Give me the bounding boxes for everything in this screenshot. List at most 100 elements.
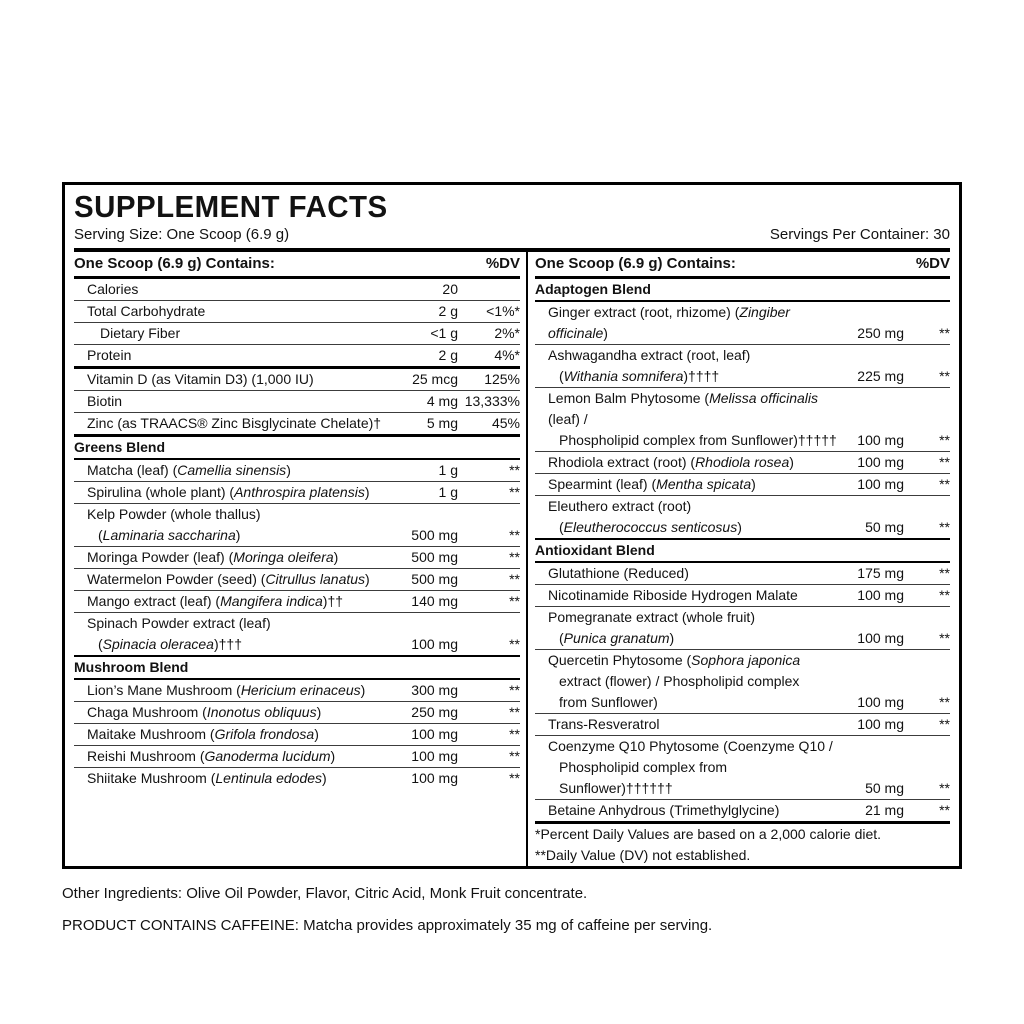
ingredient-row: Kelp Powder (whole thallus) (Laminaria sa…: [74, 503, 520, 546]
dv-header: %DV: [485, 255, 520, 272]
ingredient-name: Reishi Mushroom (Ganoderma lucidum): [87, 748, 336, 764]
ingredient-name: Watermelon Powder (seed) (Citrullus lana…: [87, 571, 370, 587]
ingredient-name: Betaine Anhydrous (Trimethylglycine): [548, 802, 780, 818]
amount-value: 100 mg: [857, 454, 904, 470]
amount-value: <1 g: [430, 325, 458, 341]
dv-value: **: [939, 565, 950, 581]
ingredient-row: Matcha (leaf) (Camellia sinensis) 1 g **: [74, 458, 520, 481]
dv-value: **: [939, 802, 950, 818]
amount-value: 25 mcg: [412, 371, 458, 387]
dv-value: **: [509, 549, 520, 565]
servings-per-container: Servings Per Container: 30: [769, 226, 950, 243]
ingredient-name: Spinach Powder extract (leaf) (Spinacia o…: [87, 615, 271, 652]
dv-value: <1%*: [486, 303, 520, 319]
ingredient-name: Protein: [87, 347, 132, 363]
dv-value: **: [939, 716, 950, 732]
dv-value: **: [939, 587, 950, 603]
amount-value: 5 mg: [426, 415, 458, 431]
amount-value: 20: [442, 281, 458, 297]
dv-value: **: [509, 462, 520, 478]
footnote: *Percent Daily Values are based on a 2,0…: [535, 821, 950, 845]
amount-value: 50 mg: [865, 519, 904, 535]
column-divider: [526, 252, 528, 866]
amount-value: 2 g: [438, 347, 458, 363]
ingredient-name: Pomegranate extract (whole fruit) (Punica…: [548, 609, 755, 646]
column-header-row: One Scoop (6.9 g) Contains: %DV: [74, 252, 520, 279]
column-header-row: One Scoop (6.9 g) Contains: %DV: [535, 252, 950, 279]
dv-value: **: [509, 484, 520, 500]
ingredient-name: Coenzyme Q10 Phytosome (Coenzyme Q10 /Ph…: [548, 738, 833, 796]
amount-value: 175 mg: [857, 565, 904, 581]
amount-value: 225 mg: [857, 368, 904, 384]
amount-value: 2 g: [438, 303, 458, 319]
ingredient-name: Greens Blend: [74, 439, 166, 455]
dv-value: **: [939, 630, 950, 646]
ingredient-row: Lemon Balm Phytosome (Melissa officinali…: [535, 387, 950, 451]
ingredient-row: Glutathione (Reduced) 175 mg **: [535, 561, 950, 584]
ingredient-row: Betaine Anhydrous (Trimethylglycine) 21 m…: [535, 799, 950, 821]
dv-value: **: [509, 636, 520, 652]
ingredient-name: Dietary Fiber: [100, 325, 181, 341]
blend-header: Adaptogen Blend: [535, 279, 950, 300]
ingredient-row: Ginger extract (root, rhizome) (Zingiber…: [535, 300, 950, 344]
ingredient-name: Biotin: [87, 393, 123, 409]
amount-value: 21 mg: [865, 802, 904, 818]
ingredient-name: Moringa Powder (leaf) (Moringa oleifera): [87, 549, 339, 565]
ingredient-row: Spirulina (whole plant) (Anthrospira pla…: [74, 481, 520, 503]
ingredient-row: Calories 20: [74, 279, 520, 300]
ingredient-row: Dietary Fiber <1 g 2%*: [74, 322, 520, 344]
ingredient-rows-left: Calories 20 Total Carbohydrate 2 g <1%* Dieta…: [74, 279, 520, 789]
dv-value: **: [939, 325, 950, 341]
dv-value: 4%*: [494, 347, 520, 363]
ingredient-row: Shiitake Mushroom (Lentinula edodes) 100 …: [74, 767, 520, 789]
ingredient-row: Nicotinamide Riboside Hydrogen Malate 100…: [535, 584, 950, 606]
amount-value: 100 mg: [857, 694, 904, 710]
ingredient-row: Trans-Resveratrol 100 mg **: [535, 713, 950, 735]
ingredient-name: Chaga Mushroom (Inonotus obliquus): [87, 704, 322, 720]
blend-header: Greens Blend: [74, 434, 520, 458]
dv-value: **: [939, 780, 950, 796]
ingredient-name: Adaptogen Blend: [535, 281, 651, 297]
amount-value: 140 mg: [411, 593, 458, 609]
ingredient-name: **Daily Value (DV) not established.: [535, 847, 751, 863]
ingredient-row: Coenzyme Q10 Phytosome (Coenzyme Q10 /Ph…: [535, 735, 950, 799]
amount-value: 1 g: [438, 484, 458, 500]
amount-value: 100 mg: [857, 716, 904, 732]
ingredient-rows-right: Adaptogen Blend Ginger extract (root, rhi…: [535, 279, 950, 866]
amount-value: 100 mg: [857, 432, 904, 448]
dv-value: **: [509, 593, 520, 609]
ingredient-name: Ashwagandha extract (root, leaf) (Withani…: [548, 347, 751, 384]
dv-value: **: [509, 571, 520, 587]
ingredient-name: Lion’s Mane Mushroom (Hericium erinaceus…: [87, 682, 366, 698]
ingredient-row: Protein 2 g 4%*: [74, 344, 520, 366]
footnote: **Daily Value (DV) not established.: [535, 845, 950, 866]
dv-value: **: [509, 726, 520, 742]
ingredient-name: Glutathione (Reduced): [548, 565, 689, 581]
ingredient-row: Rhodiola extract (root) (Rhodiola rosea)…: [535, 451, 950, 473]
column-header-label: One Scoop (6.9 g) Contains:: [535, 255, 736, 272]
ingredient-name: Antioxidant Blend: [535, 542, 655, 558]
dv-value: 45%: [491, 415, 520, 431]
ingredient-row: Mango extract (leaf) (Mangifera indica)†…: [74, 590, 520, 612]
ingredient-row: Total Carbohydrate 2 g <1%*: [74, 300, 520, 322]
amount-value: 100 mg: [857, 630, 904, 646]
dv-value: **: [509, 748, 520, 764]
blend-header: Mushroom Blend: [74, 655, 520, 678]
amount-value: 100 mg: [411, 770, 458, 786]
dv-value: **: [939, 694, 950, 710]
dv-value: **: [939, 519, 950, 535]
dv-value: **: [509, 682, 520, 698]
dv-value: **: [939, 432, 950, 448]
dv-value: 13,333%: [464, 393, 520, 409]
facts-column-left: One Scoop (6.9 g) Contains: %DV Calories…: [74, 252, 526, 866]
facts-columns: One Scoop (6.9 g) Contains: %DV Calories…: [74, 248, 950, 866]
dv-value: **: [509, 527, 520, 543]
ingredient-row: Vitamin D (as Vitamin D3) (1,000 IU) 25 m…: [74, 366, 520, 390]
ingredient-row: Ashwagandha extract (root, leaf) (Withani…: [535, 344, 950, 387]
amount-value: 4 mg: [426, 393, 458, 409]
ingredient-row: Moringa Powder (leaf) (Moringa oleifera)…: [74, 546, 520, 568]
amount-value: 250 mg: [411, 704, 458, 720]
ingredient-name: Matcha (leaf) (Camellia sinensis): [87, 462, 291, 478]
serving-size: Serving Size: One Scoop (6.9 g): [74, 226, 290, 243]
